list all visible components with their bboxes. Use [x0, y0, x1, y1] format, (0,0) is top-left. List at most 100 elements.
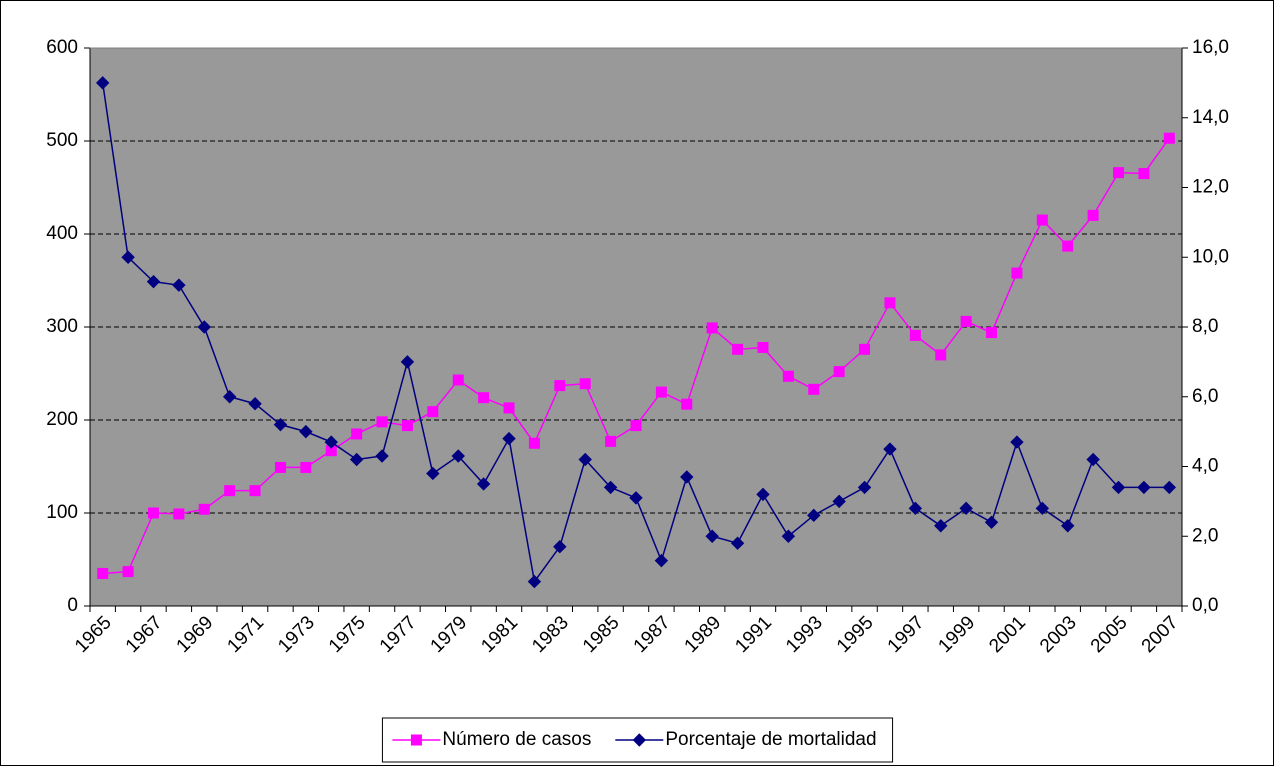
data-point	[478, 392, 490, 404]
data-point	[300, 461, 312, 473]
data-point	[1011, 267, 1023, 279]
data-point	[756, 487, 770, 502]
data-point	[95, 76, 110, 90]
data-point	[807, 508, 821, 523]
data-point	[832, 494, 846, 509]
data-point	[553, 540, 567, 554]
data-point	[706, 322, 718, 334]
y-tick-label: 200	[46, 409, 78, 430]
data-point	[1111, 480, 1126, 495]
y-tick-label: 600	[46, 37, 78, 58]
data-point	[986, 327, 998, 339]
data-point	[1163, 132, 1175, 144]
y2-tick-label: 12,0	[1192, 177, 1229, 198]
data-point	[781, 529, 796, 543]
data-point	[984, 515, 999, 530]
data-point	[782, 370, 794, 382]
data-point	[579, 378, 591, 390]
data-point	[451, 449, 465, 463]
data-point	[1010, 435, 1024, 449]
data-point	[249, 485, 261, 497]
data-point	[299, 424, 313, 439]
data-point	[400, 355, 415, 369]
data-point	[197, 320, 211, 334]
y2-tick-label: 4,0	[1192, 456, 1218, 477]
legend: Número de casos Porcentaje de mortalidad	[381, 717, 894, 763]
data-point	[173, 508, 185, 520]
data-point	[224, 485, 236, 497]
data-point	[273, 417, 288, 432]
data-point	[1162, 480, 1177, 495]
data-point	[909, 329, 921, 341]
data-point	[147, 507, 159, 519]
data-point	[1086, 452, 1100, 467]
data-point	[375, 449, 389, 463]
data-point	[554, 380, 566, 392]
data-point	[1061, 519, 1075, 533]
data-point	[630, 420, 642, 432]
data-point	[732, 343, 744, 355]
y-tick-label: 300	[46, 316, 78, 337]
data-point	[681, 398, 693, 410]
data-point	[503, 402, 515, 414]
data-point	[629, 491, 643, 505]
data-point	[1137, 480, 1151, 495]
data-point	[324, 435, 338, 449]
data-point	[351, 428, 363, 440]
y2-tick-label: 0,0	[1192, 595, 1218, 616]
data-point	[172, 278, 186, 292]
data-point	[605, 435, 617, 447]
data-point	[578, 452, 592, 467]
data-point	[1036, 214, 1048, 226]
data-point	[1113, 167, 1125, 179]
data-point	[935, 349, 947, 361]
data-point	[654, 553, 669, 568]
data-point	[833, 366, 845, 378]
legend-label: Porcentaje de mortalidad	[665, 729, 876, 750]
data-point	[426, 466, 440, 481]
data-point	[1035, 501, 1050, 516]
data-point	[1062, 240, 1074, 252]
data-point	[452, 374, 464, 386]
legend-label: Número de casos	[442, 729, 591, 750]
data-point	[401, 420, 413, 432]
data-point	[808, 383, 820, 395]
data-point	[528, 437, 540, 449]
data-point	[410, 734, 422, 746]
data-point	[603, 480, 618, 495]
data-point	[198, 503, 210, 515]
data-point	[248, 397, 262, 411]
data-point	[502, 431, 516, 446]
y2-tick-label: 8,0	[1192, 316, 1218, 337]
y-tick-label: 400	[46, 223, 78, 244]
data-point	[427, 406, 439, 418]
y2-tick-label: 6,0	[1192, 386, 1218, 407]
data-point	[883, 442, 897, 456]
y-tick-label: 0	[67, 595, 78, 616]
data-point	[908, 501, 923, 516]
data-point	[632, 733, 647, 747]
y-tick-label: 100	[46, 502, 78, 523]
data-point	[655, 386, 667, 398]
data-point	[1138, 168, 1150, 180]
data-point	[527, 574, 542, 589]
data-point	[274, 461, 286, 473]
data-point	[757, 341, 769, 353]
data-point	[122, 566, 134, 578]
data-point	[97, 567, 109, 579]
y-tick-label: 500	[46, 130, 78, 151]
data-point	[960, 315, 972, 327]
data-point	[1087, 209, 1099, 221]
data-point	[705, 529, 719, 543]
data-point	[859, 343, 871, 355]
y2-tick-label: 10,0	[1192, 246, 1229, 267]
data-point	[884, 297, 896, 309]
data-point	[680, 470, 694, 484]
data-point	[222, 390, 237, 404]
data-point	[121, 250, 135, 264]
data-point	[934, 519, 948, 533]
y2-tick-label: 2,0	[1192, 525, 1218, 546]
data-point	[476, 477, 491, 491]
y2-tick-label: 14,0	[1192, 107, 1229, 128]
